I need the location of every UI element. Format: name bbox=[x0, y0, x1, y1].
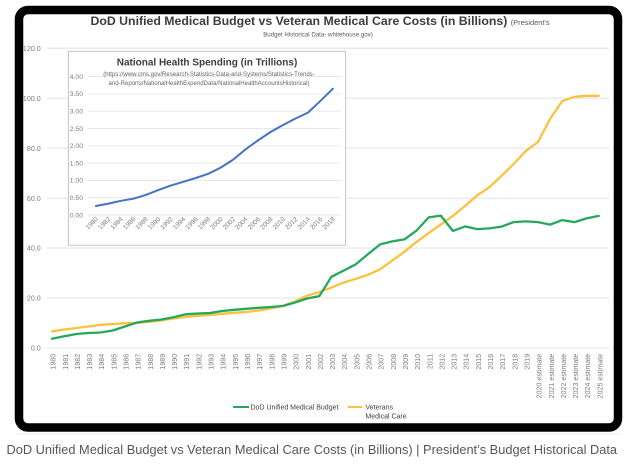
svg-text:2010: 2010 bbox=[414, 354, 422, 370]
svg-text:Budget Historical Data- white: Budget Historical Data- whitehouse.gov) bbox=[263, 32, 373, 39]
svg-text:0.0: 0.0 bbox=[31, 345, 41, 353]
svg-text:Veterans: Veterans bbox=[365, 405, 393, 412]
svg-text:2006: 2006 bbox=[366, 354, 374, 370]
svg-text:4.00: 4.00 bbox=[70, 74, 83, 81]
svg-text:DoD Unified Medical Budget vs: DoD Unified Medical Budget vs Veteran Me… bbox=[90, 14, 549, 28]
svg-text:DoD Unified Medical Budget: DoD Unified Medical Budget bbox=[251, 405, 339, 412]
svg-text:1991: 1991 bbox=[183, 354, 191, 370]
svg-text:(https://www.cms.gov/Research-: (https://www.cms.gov/Research-Statistics… bbox=[103, 72, 314, 78]
svg-text:20.0: 20.0 bbox=[27, 295, 41, 303]
svg-text:1982: 1982 bbox=[74, 354, 82, 370]
svg-text:0.50: 0.50 bbox=[70, 195, 83, 202]
svg-text:1992: 1992 bbox=[195, 354, 203, 370]
svg-text:3.00: 3.00 bbox=[70, 109, 83, 116]
svg-text:2020 estimate: 2020 estimate bbox=[536, 354, 544, 399]
svg-text:1.50: 1.50 bbox=[70, 160, 83, 167]
svg-text:40.0: 40.0 bbox=[27, 245, 41, 253]
svg-text:2004: 2004 bbox=[341, 354, 349, 370]
svg-text:1990: 1990 bbox=[171, 354, 179, 370]
svg-text:2017: 2017 bbox=[499, 354, 507, 370]
svg-text:2007: 2007 bbox=[378, 354, 386, 370]
svg-text:2002: 2002 bbox=[317, 354, 325, 370]
svg-text:1986: 1986 bbox=[123, 354, 131, 370]
svg-text:1993: 1993 bbox=[208, 354, 216, 370]
svg-text:2.50: 2.50 bbox=[70, 126, 83, 133]
svg-text:2019: 2019 bbox=[524, 354, 532, 370]
svg-text:2018: 2018 bbox=[511, 354, 519, 370]
svg-text:1980: 1980 bbox=[50, 354, 58, 370]
svg-text:2024 estimate: 2024 estimate bbox=[584, 354, 592, 399]
svg-text:80.0: 80.0 bbox=[27, 145, 41, 153]
svg-text:1997: 1997 bbox=[256, 354, 264, 370]
svg-text:1988: 1988 bbox=[147, 354, 155, 370]
svg-text:1987: 1987 bbox=[135, 354, 143, 370]
svg-text:2015: 2015 bbox=[475, 354, 483, 370]
svg-text:1.00: 1.00 bbox=[70, 178, 83, 185]
svg-text:Medical Care: Medical Care bbox=[365, 413, 406, 420]
svg-text:2008: 2008 bbox=[390, 354, 398, 370]
svg-text:60.0: 60.0 bbox=[27, 195, 41, 203]
svg-text:1995: 1995 bbox=[232, 354, 240, 370]
svg-text:1998: 1998 bbox=[268, 354, 276, 370]
svg-text:2013: 2013 bbox=[451, 354, 459, 370]
svg-text:1996: 1996 bbox=[244, 354, 252, 370]
svg-text:2.00: 2.00 bbox=[70, 143, 83, 150]
svg-text:1983: 1983 bbox=[86, 354, 94, 370]
svg-text:2021 estimate: 2021 estimate bbox=[548, 354, 556, 399]
svg-text:and-Reports/NationalHealthExpe: and-Reports/NationalHealthExpendData/Nat… bbox=[109, 81, 310, 87]
svg-text:2023 estimate: 2023 estimate bbox=[572, 354, 580, 399]
svg-text:2012: 2012 bbox=[438, 354, 446, 370]
svg-text:1981: 1981 bbox=[62, 354, 70, 370]
svg-text:120.0: 120.0 bbox=[23, 45, 41, 53]
svg-text:2000: 2000 bbox=[293, 354, 301, 370]
svg-text:1999: 1999 bbox=[281, 354, 289, 370]
svg-text:2011: 2011 bbox=[426, 354, 434, 369]
svg-text:2009: 2009 bbox=[402, 354, 410, 370]
svg-text:1985: 1985 bbox=[110, 354, 118, 370]
svg-text:100.0: 100.0 bbox=[23, 95, 41, 103]
svg-text:2022 estimate: 2022 estimate bbox=[560, 354, 568, 399]
svg-text:National Health Spending (in T: National Health Spending (in Trillions) bbox=[117, 58, 298, 69]
svg-text:2016: 2016 bbox=[487, 354, 495, 370]
svg-text:1984: 1984 bbox=[98, 354, 106, 370]
svg-text:2001: 2001 bbox=[305, 354, 313, 370]
svg-text:2025 estimate: 2025 estimate bbox=[596, 354, 604, 399]
svg-text:1989: 1989 bbox=[159, 354, 167, 370]
svg-text:0.00: 0.00 bbox=[70, 212, 83, 219]
svg-text:2005: 2005 bbox=[353, 354, 361, 370]
svg-text:1994: 1994 bbox=[220, 354, 228, 370]
svg-text:3.50: 3.50 bbox=[70, 91, 83, 98]
svg-text:2003: 2003 bbox=[329, 354, 337, 370]
svg-text:DoD Unified Medical Budget vs: DoD Unified Medical Budget vs Veteran Me… bbox=[7, 442, 618, 457]
svg-text:2014: 2014 bbox=[463, 354, 471, 370]
